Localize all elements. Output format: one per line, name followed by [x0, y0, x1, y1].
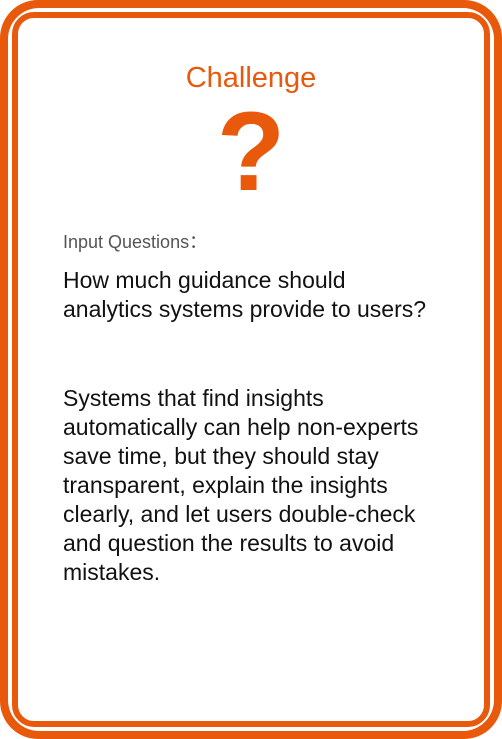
question-mark-icon: ?: [216, 89, 286, 214]
answer-text: Systems that find insights automatically…: [63, 385, 419, 585]
card-inner-border: [12, 12, 490, 727]
question-text: How much guidance should analytics syste…: [63, 267, 427, 322]
card-title: Challenge: [185, 62, 317, 94]
input-questions-label: Input Questions：: [63, 232, 208, 252]
